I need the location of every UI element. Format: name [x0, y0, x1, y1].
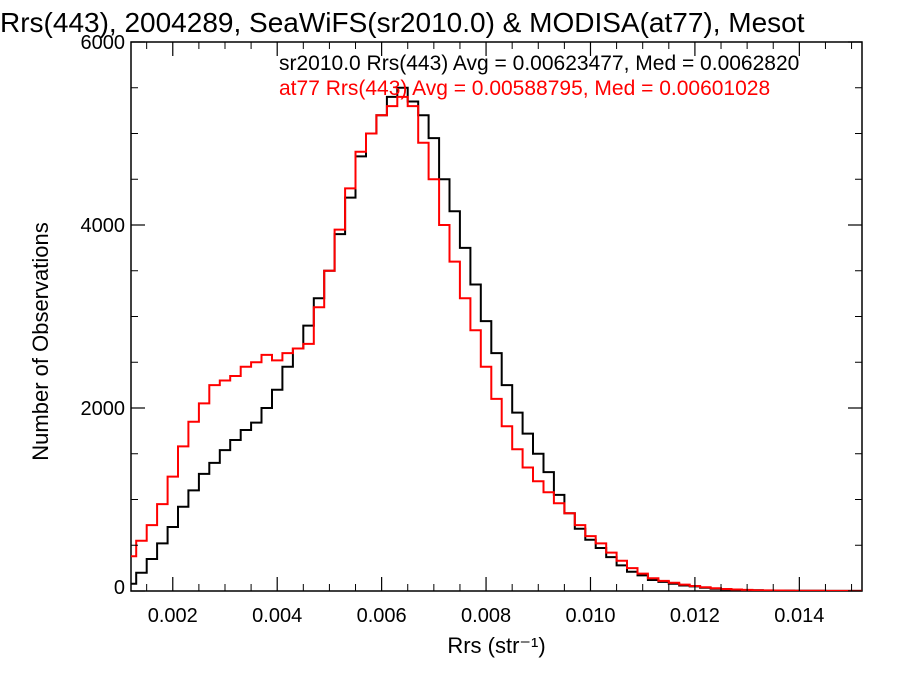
x-tick-label: 0.008	[461, 605, 511, 627]
y-tick-label: 6000	[81, 32, 126, 54]
y-tick-label: 4000	[81, 215, 126, 237]
x-tick-label: 0.012	[670, 605, 720, 627]
plot-frame	[130, 41, 863, 592]
x-axis-label: Rrs (str⁻¹)	[447, 633, 545, 658]
annotation-at77: at77 Rrs(443) Avg = 0.00588795, Med = 0.…	[279, 77, 770, 100]
series-sr2010-line	[131, 86, 862, 591]
x-tick-label: 0.010	[565, 605, 615, 627]
x-tick-label: 0.002	[148, 605, 198, 627]
series-at77-line	[131, 95, 862, 591]
x-tick-label: 0.006	[357, 605, 407, 627]
y-tick-label: 2000	[81, 398, 126, 420]
series-layer	[131, 86, 862, 591]
y-axis-label: Number of Observations	[28, 222, 53, 460]
x-tick-label: 0.004	[252, 605, 302, 627]
chart-title: Rrs(443), 2004289, SeaWiFS(sr2010.0) & M…	[0, 7, 805, 38]
x-tick-label: 0.014	[774, 605, 824, 627]
ticks-layer: 0.002 0.004 0.006 0.008 0.010 0.012 0.014 0 2000…	[81, 32, 862, 627]
y-tick-label: 0	[114, 577, 125, 599]
annotation-sr2010: sr2010.0 Rrs(443) Avg = 0.00623477, Med …	[279, 52, 799, 75]
annotation-layer: sr2010.0 Rrs(443) Avg = 0.00623477, Med …	[279, 52, 799, 100]
